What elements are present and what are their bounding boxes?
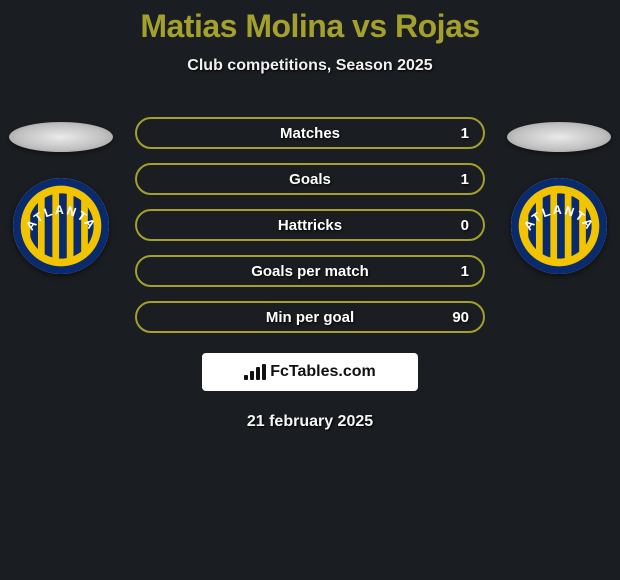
stat-label: Goals — [289, 171, 331, 188]
club-badge-svg: ATLANTA — [511, 178, 607, 274]
player-right-club-badge: ATLANTA — [511, 178, 607, 274]
stat-label: Goals per match — [251, 263, 369, 280]
stat-label: Hattricks — [278, 217, 342, 234]
stat-row: Goals per match 1 — [135, 255, 485, 287]
stat-label: Min per goal — [266, 309, 354, 326]
branding-text: FcTables.com — [270, 363, 376, 381]
stat-rows: Matches 1 Goals 1 Hattricks 0 Goals per match 1… — [135, 117, 485, 333]
player-right-column: ATLANTA — [504, 122, 614, 274]
player-left-silhouette — [9, 122, 113, 152]
stat-value-right: 1 — [461, 263, 469, 280]
subtitle: Club competitions, Season 2025 — [0, 57, 620, 75]
stat-row: Min per goal 90 — [135, 301, 485, 333]
player-left-club-badge: ATLANTA — [13, 178, 109, 274]
stat-row: Matches 1 — [135, 117, 485, 149]
bar-chart-icon — [244, 364, 266, 380]
club-badge-svg: ATLANTA — [13, 178, 109, 274]
stat-value-right: 1 — [461, 125, 469, 142]
stat-value-right: 0 — [461, 217, 469, 234]
stat-value-right: 1 — [461, 171, 469, 188]
stat-row: Hattricks 0 — [135, 209, 485, 241]
branding-badge: FcTables.com — [202, 353, 418, 391]
player-left-column: ATLANTA — [6, 122, 116, 274]
stat-value-right: 90 — [452, 309, 469, 326]
date-text: 21 february 2025 — [0, 413, 620, 431]
stat-row: Goals 1 — [135, 163, 485, 195]
stat-label: Matches — [280, 125, 340, 142]
page-title: Matias Molina vs Rojas — [0, 8, 620, 45]
player-right-silhouette — [507, 122, 611, 152]
